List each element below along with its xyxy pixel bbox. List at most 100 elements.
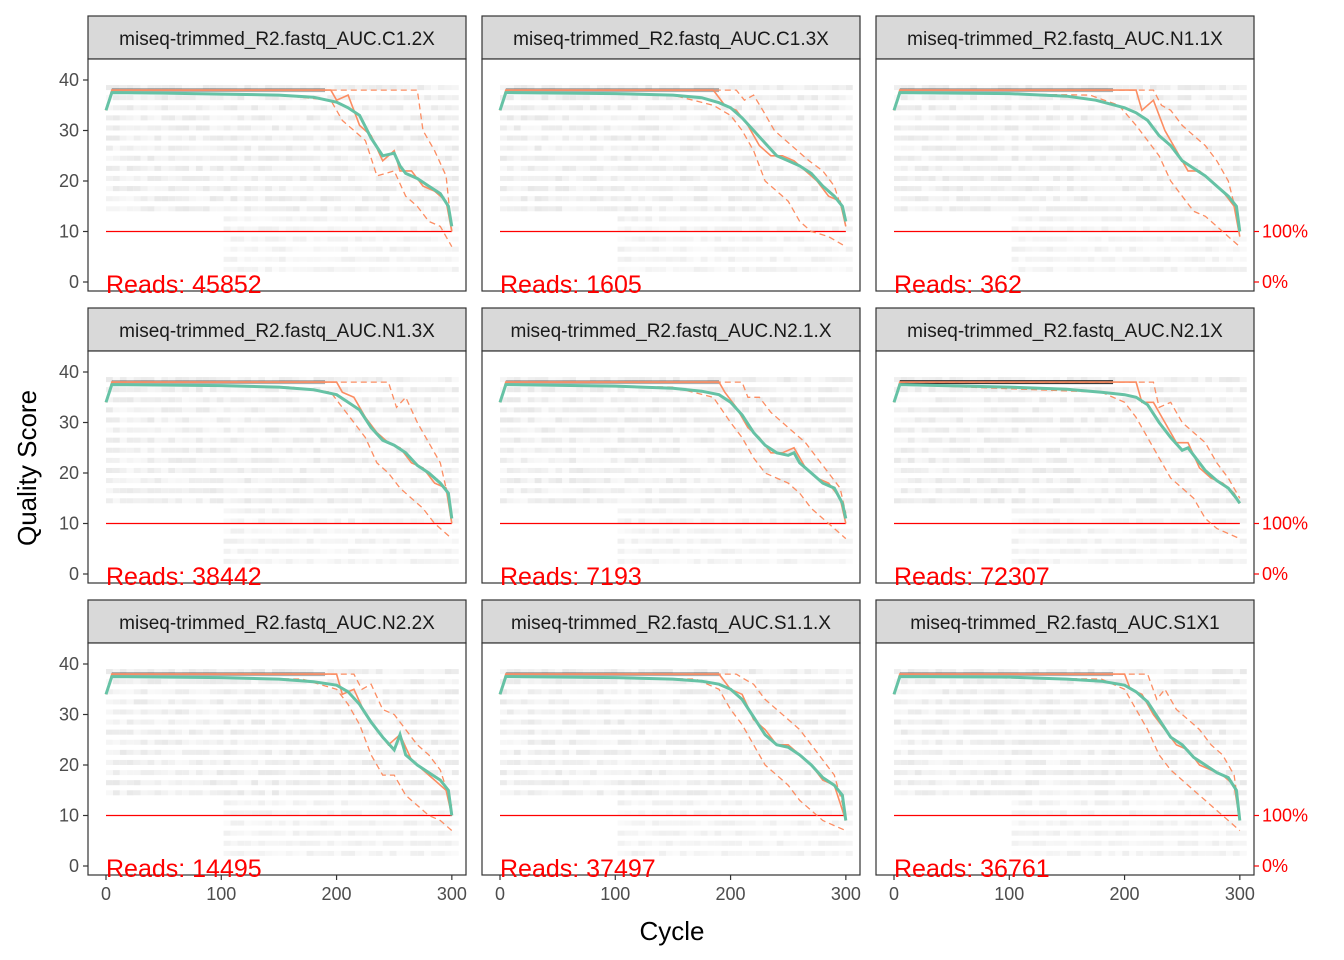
heatmap-tile — [230, 125, 238, 131]
heatmap-tile — [1053, 488, 1061, 494]
heatmap-tile — [631, 206, 639, 212]
heatmap-tile — [811, 256, 819, 262]
heatmap-tile — [804, 155, 812, 161]
heatmap-tile — [237, 125, 245, 131]
heatmap-tile — [963, 407, 971, 413]
heatmap-tile — [1087, 548, 1095, 554]
heatmap-tile — [1025, 165, 1033, 171]
heatmap-tile — [721, 145, 729, 151]
heatmap-tile — [610, 196, 618, 202]
heatmap-tile — [112, 467, 120, 473]
heatmap-tile — [361, 467, 369, 473]
heatmap-tile — [721, 206, 729, 212]
heatmap-tile — [617, 105, 625, 111]
heatmap-tile — [348, 216, 356, 222]
heatmap-tile — [1011, 467, 1019, 473]
heatmap-tile — [749, 467, 756, 473]
heatmap-tile — [140, 165, 148, 171]
heatmap-tile — [589, 105, 597, 111]
heatmap-tile — [541, 498, 549, 504]
heatmap-tile — [728, 377, 736, 383]
heatmap-tile — [928, 427, 936, 433]
heatmap-tile — [838, 548, 846, 554]
facet-strip-label: miseq-trimmed_R2.fastq_AUC.N1.1X — [907, 29, 1223, 50]
heatmap-tile — [900, 105, 908, 111]
heatmap-tile — [610, 397, 618, 403]
heatmap-tile — [403, 186, 411, 192]
heatmap-tile — [1108, 246, 1116, 252]
heatmap-tile — [334, 387, 342, 393]
heatmap-tile — [970, 186, 978, 192]
heatmap-tile — [970, 417, 978, 423]
heatmap-tile — [693, 135, 701, 141]
heatmap-tile — [506, 115, 514, 121]
heatmap-tile — [997, 186, 1005, 192]
heatmap-tile — [894, 377, 901, 383]
heatmap-tile — [451, 196, 459, 202]
heatmap-tile — [1025, 135, 1033, 141]
heatmap-tile — [1060, 508, 1067, 514]
heatmap-tile — [769, 467, 777, 473]
heatmap-tile — [603, 115, 611, 121]
heatmap-tile — [825, 125, 833, 131]
heatmap-tile — [1004, 186, 1012, 192]
heatmap-tile — [693, 548, 701, 554]
heatmap-tile — [832, 135, 839, 141]
heatmap-tile — [147, 478, 155, 484]
heatmap-tile — [306, 518, 314, 524]
heatmap-tile — [825, 558, 833, 564]
heatmap-tile — [112, 165, 120, 171]
heatmap-tile — [838, 558, 846, 564]
heatmap-tile — [686, 216, 694, 222]
heatmap-tile — [106, 417, 113, 423]
heatmap-tile — [375, 538, 383, 544]
heatmap-tile — [1025, 417, 1033, 423]
heatmap-tile — [119, 175, 127, 181]
heatmap-tile — [783, 115, 791, 121]
heatmap-tile — [1156, 165, 1164, 171]
heatmap-tile — [237, 246, 245, 252]
heatmap-tile — [686, 226, 694, 232]
heatmap-tile — [1066, 407, 1074, 413]
heatmap-tile — [375, 105, 383, 111]
heatmap-tile — [154, 447, 162, 453]
heatmap-tile — [804, 236, 812, 242]
heatmap-tile — [1184, 165, 1192, 171]
heatmap-tile — [548, 457, 556, 463]
heatmap-tile — [1011, 155, 1019, 161]
heatmap-tile — [928, 115, 936, 121]
heatmap-tile — [168, 125, 176, 131]
heatmap-tile — [500, 417, 507, 423]
heatmap-tile — [334, 216, 342, 222]
heatmap-tile — [603, 85, 611, 91]
heatmap-tile — [949, 145, 957, 151]
heatmap-tile — [424, 407, 432, 413]
heatmap-tile — [1053, 95, 1061, 101]
heatmap-tile — [244, 155, 252, 161]
heatmap-tile — [928, 196, 936, 202]
heatmap-tile — [1046, 266, 1054, 272]
heatmap-tile — [679, 437, 687, 443]
heatmap-tile — [1025, 125, 1033, 131]
heatmap-tile — [894, 145, 901, 151]
heatmap-tile — [424, 447, 432, 453]
heatmap-tile — [790, 125, 798, 131]
heatmap-tile — [755, 397, 763, 403]
heatmap-tile — [1239, 155, 1247, 161]
heatmap-tile — [624, 518, 632, 524]
heatmap-tile — [921, 125, 929, 131]
heatmap-tile — [451, 125, 459, 131]
heatmap-tile — [811, 165, 819, 171]
heatmap-tile — [894, 498, 901, 504]
heatmap-tile — [1011, 246, 1019, 252]
heatmap-tile — [195, 115, 203, 121]
heatmap-tile — [1122, 135, 1130, 141]
heatmap-tile — [749, 447, 756, 453]
heatmap-tile — [175, 437, 183, 443]
heatmap-tile — [223, 377, 231, 383]
heatmap-tile — [776, 437, 784, 443]
heatmap-tile — [341, 145, 349, 151]
heatmap-tile — [914, 377, 922, 383]
heatmap-tile — [1101, 407, 1109, 413]
heatmap-tile — [555, 105, 563, 111]
